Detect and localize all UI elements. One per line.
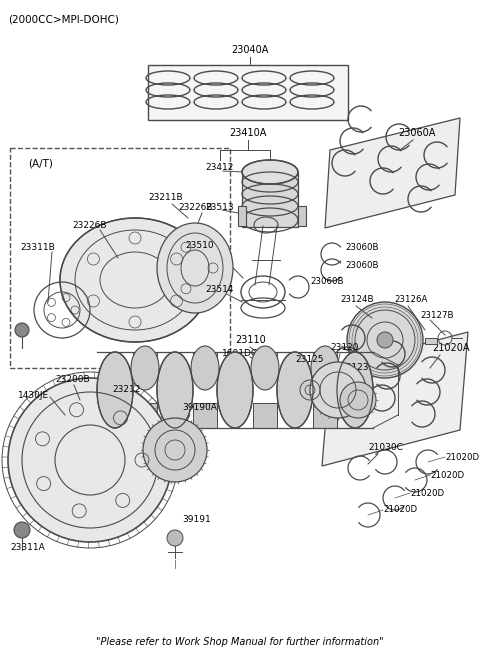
Text: 23123: 23123 (340, 364, 369, 373)
Text: 23226B: 23226B (72, 221, 107, 229)
Ellipse shape (277, 352, 313, 428)
Ellipse shape (157, 352, 193, 428)
Text: 23410A: 23410A (229, 128, 267, 138)
Circle shape (8, 378, 172, 542)
Ellipse shape (60, 218, 210, 342)
Bar (133, 403, 157, 428)
Bar (242, 172, 298, 227)
Text: 23200B: 23200B (55, 375, 90, 384)
Text: 21020D: 21020D (445, 453, 479, 462)
Text: 23126A: 23126A (394, 295, 427, 305)
Text: "Please refer to Work Shop Manual for further information": "Please refer to Work Shop Manual for fu… (96, 637, 384, 647)
Polygon shape (322, 332, 468, 466)
Text: 21020A: 21020A (432, 343, 469, 353)
Ellipse shape (97, 352, 133, 428)
Text: 23124B: 23124B (340, 295, 373, 305)
Bar (253, 352, 277, 377)
Bar (148, 65, 348, 120)
Circle shape (310, 362, 366, 418)
Text: 23110: 23110 (235, 335, 266, 345)
Circle shape (377, 332, 393, 348)
Text: 39190A: 39190A (182, 403, 217, 413)
Text: 23513: 23513 (205, 204, 234, 212)
Text: 23211B: 23211B (148, 193, 182, 202)
Text: 21020D: 21020D (410, 489, 444, 498)
Bar (313, 352, 337, 377)
Ellipse shape (242, 160, 298, 184)
Text: 39191: 39191 (182, 515, 211, 525)
Bar (238, 206, 246, 226)
Bar (133, 352, 157, 377)
Text: 23311A: 23311A (10, 544, 45, 553)
Text: (2000CC>MPI-DOHC): (2000CC>MPI-DOHC) (8, 14, 119, 24)
Text: 21020D: 21020D (430, 470, 464, 479)
Bar (425, 338, 437, 344)
Text: 23060B: 23060B (345, 261, 379, 269)
Text: 23120: 23120 (330, 343, 359, 352)
Text: 23514: 23514 (205, 286, 233, 295)
Bar (10, 148, 230, 368)
Circle shape (15, 323, 29, 337)
Text: 23125: 23125 (295, 356, 324, 364)
Text: 23510: 23510 (185, 240, 214, 250)
Text: 21030C: 21030C (368, 443, 403, 453)
Ellipse shape (157, 223, 233, 313)
Text: 23127B: 23127B (420, 312, 454, 320)
Text: 1430JE: 1430JE (18, 390, 49, 400)
Ellipse shape (337, 352, 373, 428)
Bar (253, 403, 277, 428)
Text: 23040A: 23040A (231, 45, 269, 55)
Bar (193, 352, 217, 377)
Circle shape (340, 382, 376, 418)
Bar (193, 403, 217, 428)
Text: 21020D: 21020D (383, 506, 417, 514)
Ellipse shape (191, 346, 219, 390)
Ellipse shape (217, 352, 253, 428)
Bar (298, 206, 306, 226)
Circle shape (143, 418, 207, 482)
Polygon shape (325, 118, 460, 228)
Text: 1601DG: 1601DG (222, 348, 259, 358)
Ellipse shape (311, 346, 339, 390)
Circle shape (347, 302, 423, 378)
Ellipse shape (251, 346, 279, 390)
Text: 23311B: 23311B (20, 244, 55, 252)
Text: (A/T): (A/T) (28, 158, 53, 168)
Text: 23212: 23212 (112, 386, 140, 394)
Text: 23060A: 23060A (398, 128, 435, 138)
Circle shape (167, 530, 183, 546)
Ellipse shape (131, 346, 159, 390)
Text: 23060B: 23060B (345, 244, 379, 252)
Text: 23226B: 23226B (178, 204, 213, 212)
Bar (313, 403, 337, 428)
Text: 23412: 23412 (205, 164, 233, 172)
Circle shape (14, 522, 30, 538)
Text: 23060B: 23060B (310, 278, 344, 286)
